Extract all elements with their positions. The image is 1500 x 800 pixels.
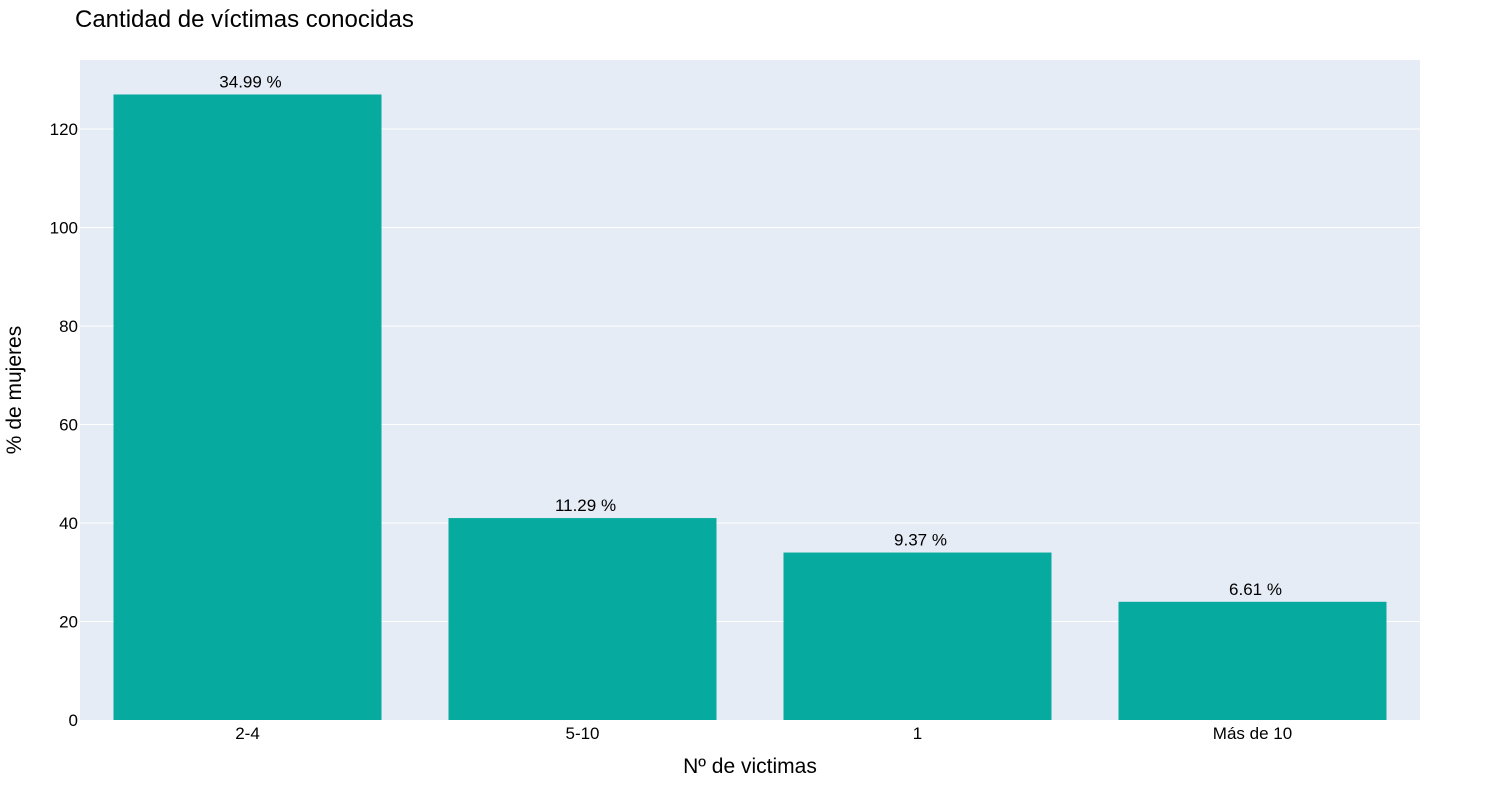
bars (113, 94, 1387, 721)
x-tick-label: 2-4 (235, 724, 260, 743)
y-tick-label: 80 (59, 317, 78, 336)
x-tick-label: 5-10 (565, 724, 599, 743)
y-axis-title: % de mujeres (3, 326, 26, 454)
x-tick-label: 1 (913, 724, 922, 743)
y-tick-label: 120 (50, 120, 78, 139)
bar-value-label: 34.99 % (219, 72, 281, 91)
bar (448, 518, 717, 720)
x-tick-label: Más de 10 (1213, 724, 1292, 743)
y-tick-label: 100 (50, 218, 78, 237)
bar (1118, 601, 1387, 720)
bar-value-label: 6.61 % (1229, 580, 1282, 599)
chart-title: Cantidad de víctimas conocidas (75, 6, 414, 33)
data-labels: 34.99 % 11.29 % 9.37 % 6.61 % (219, 72, 1282, 598)
y-tick-label: 0 (69, 711, 78, 730)
bar (113, 94, 382, 721)
bar-value-label: 11.29 % (555, 496, 616, 515)
y-tick-label: 20 (59, 612, 78, 631)
x-axis-title: Nº de victimas (683, 755, 817, 778)
y-axis-ticks: 0 20 40 60 80 100 120 (50, 120, 78, 730)
y-tick-label: 40 (59, 514, 78, 533)
bar (783, 552, 1052, 720)
bar-value-label: 9.37 % (894, 531, 947, 550)
y-tick-label: 60 (59, 415, 78, 434)
x-axis-ticks: 2-4 5-10 1 Más de 10 (235, 724, 1292, 743)
